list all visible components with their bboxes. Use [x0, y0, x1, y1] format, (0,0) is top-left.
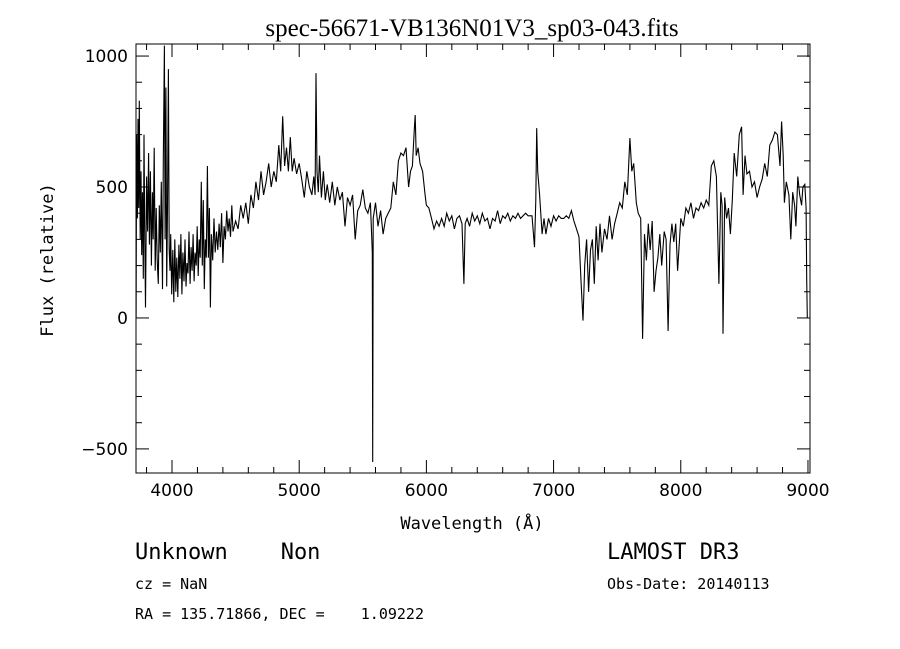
- x-tick-label: 8000: [659, 481, 702, 501]
- x-axis-label: Wavelength (Å): [400, 512, 543, 534]
- flux-series-line: [136, 45, 808, 463]
- x-tick-label: 4000: [150, 481, 193, 501]
- object-class-label: Unknown Non: [135, 540, 320, 565]
- x-tick-label: 9000: [786, 481, 829, 501]
- chart-title: spec-56671-VB136N01V3_sp03-043.fits: [265, 15, 678, 42]
- y-axis-label: Flux (relative): [38, 183, 58, 337]
- y-tick-label: 500: [96, 178, 128, 198]
- y-tick-label: 1000: [85, 47, 128, 67]
- redshift-label: cz = NaN: [135, 575, 207, 593]
- y-tick-label: 0: [117, 309, 128, 329]
- x-tick-labels: 4000 5000 6000 7000 8000 9000: [150, 481, 829, 501]
- y-tick-labels: −500 0 500 1000: [81, 47, 128, 460]
- obs-date-label: Obs-Date: 20140113: [607, 575, 770, 593]
- x-tick-label: 6000: [405, 481, 448, 501]
- plot-frame: [135, 43, 811, 474]
- axis-ticks: [136, 44, 810, 473]
- y-tick-label: −500: [81, 440, 128, 460]
- survey-label: LAMOST DR3: [607, 540, 739, 565]
- x-tick-label: 7000: [532, 481, 575, 501]
- coordinates-label: RA = 135.71866, DEC = 1.09222: [135, 605, 424, 623]
- x-tick-label: 5000: [278, 481, 321, 501]
